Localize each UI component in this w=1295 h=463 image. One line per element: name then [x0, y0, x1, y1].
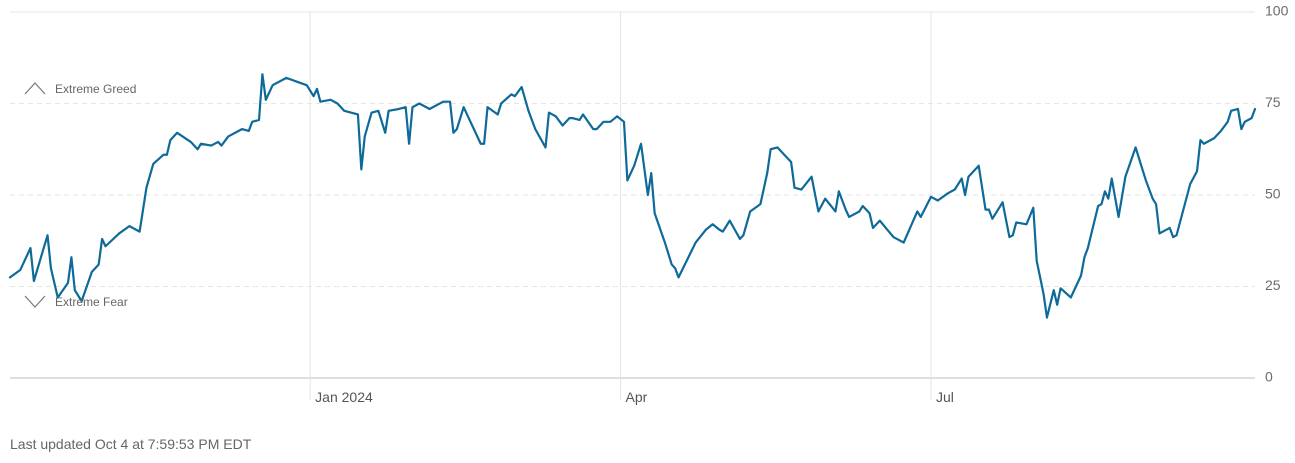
footer-note: Last updated Oct 4 at 7:59:53 PM EDT: [10, 436, 252, 452]
y-tick-label: 75: [1265, 94, 1281, 110]
y-tick-label: 0: [1265, 369, 1273, 385]
down-chevron-icon: [24, 295, 46, 308]
line-series: [8, 73, 1257, 319]
greed-marker: Extreme Greed: [24, 82, 136, 96]
y-tick-label: 100: [1265, 3, 1289, 19]
annotation: Extreme Fear: [55, 295, 128, 309]
x-tick-label: Jan 2024: [315, 389, 373, 405]
annotation: Extreme Greed: [55, 82, 136, 96]
fear-marker: Extreme Fear: [24, 295, 128, 309]
y-tick-label: 25: [1265, 277, 1281, 293]
x-tick-label: Jul: [936, 389, 954, 405]
plot-layer: 0 25 50 75 100 Jan 2024 Apr Jul: [8, 3, 1289, 405]
x-tick-label: Apr: [626, 389, 648, 405]
y-tick-label: 50: [1265, 186, 1281, 202]
up-chevron-icon: [24, 82, 46, 95]
